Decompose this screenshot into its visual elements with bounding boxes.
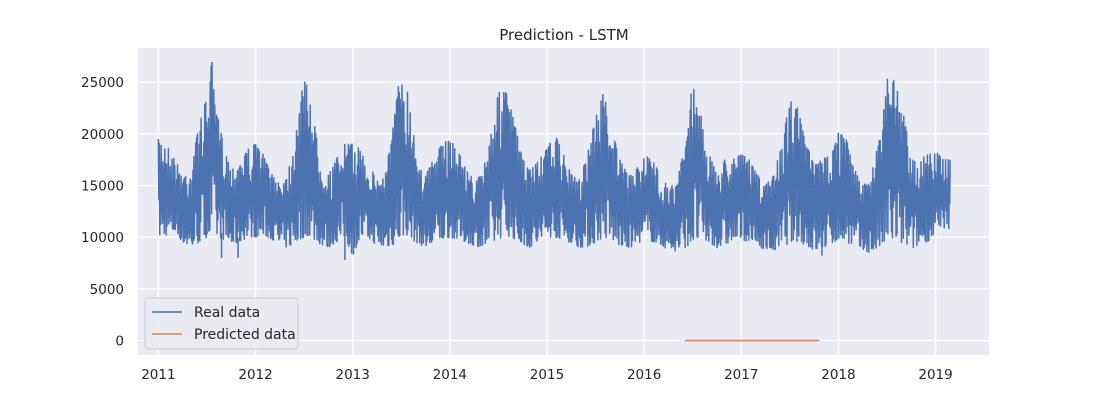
chart-title: Prediction - LSTM <box>499 26 628 44</box>
y-tick-label: 20000 <box>81 127 124 143</box>
grid <box>138 48 989 355</box>
x-tick-label: 2018 <box>821 367 855 383</box>
x-tick-label: 2015 <box>530 367 564 383</box>
x-tick-label: 2013 <box>336 367 370 383</box>
x-tick-label: 2012 <box>238 367 272 383</box>
y-tick-label: 5000 <box>90 282 124 298</box>
x-tick-label: 2016 <box>627 367 661 383</box>
y-tick-label: 25000 <box>81 75 124 91</box>
y-axis: 0 5000 10000 15000 20000 25000 <box>81 75 124 349</box>
x-axis: 2011 2012 2013 2014 2015 2016 2017 2018 2019 <box>141 367 953 383</box>
legend: Real data Predicted data <box>144 297 299 350</box>
y-tick-label: 15000 <box>81 178 124 194</box>
legend-box <box>144 297 299 350</box>
x-tick-label: 2014 <box>433 367 467 383</box>
y-tick-label: 10000 <box>81 230 124 246</box>
series-real-data <box>157 61 951 260</box>
series-line-real <box>157 61 951 260</box>
x-tick-label: 2017 <box>724 367 758 383</box>
x-tick-label: 2011 <box>141 367 175 383</box>
legend-label-predicted: Predicted data <box>194 327 296 343</box>
x-tick-label: 2019 <box>918 367 952 383</box>
y-tick-label: 0 <box>115 334 124 350</box>
legend-label-real: Real data <box>194 305 260 321</box>
